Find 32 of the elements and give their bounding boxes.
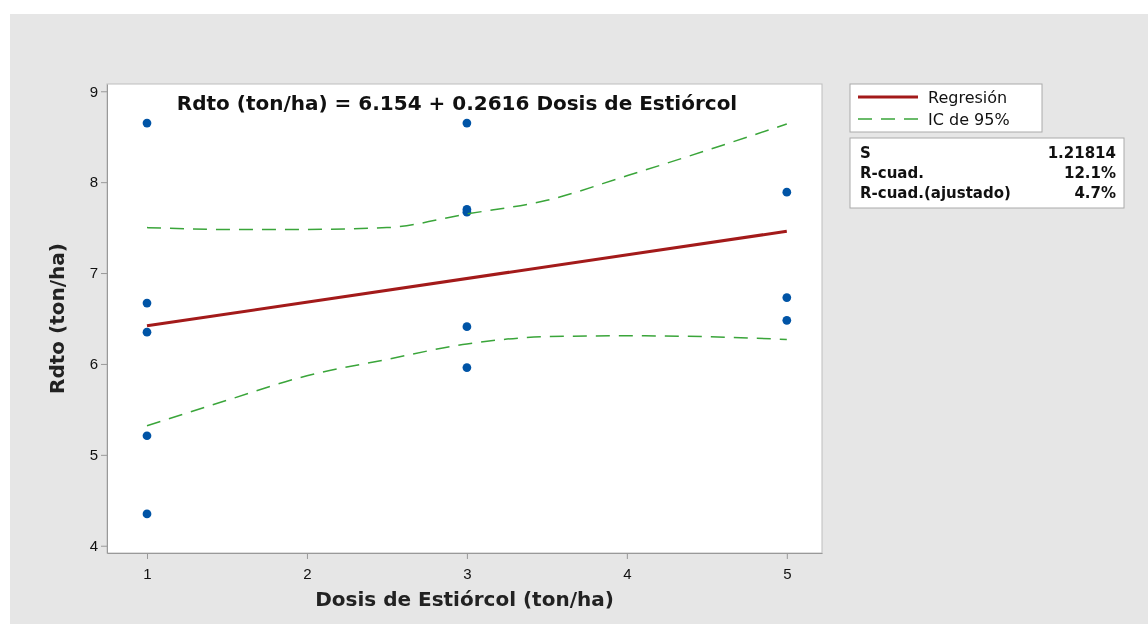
y-tick-label: 8 — [89, 173, 98, 191]
point — [142, 509, 152, 519]
line-series — [146, 123, 788, 231]
point — [462, 322, 472, 332]
y-tick-label: 7 — [89, 264, 98, 282]
x-axis-title: Dosis de Estiórcol (ton/ha) — [315, 587, 614, 611]
point — [782, 187, 792, 197]
text: R-cuad.(ajustado) 4.7% — [860, 184, 1116, 202]
legend-label: IC de 95% — [928, 110, 1010, 129]
point — [142, 298, 152, 308]
point — [142, 118, 152, 128]
y-tick-label: 4 — [89, 537, 98, 555]
x-tick-label: 5 — [783, 564, 792, 582]
x-tick-label: 1 — [143, 564, 152, 582]
point — [142, 327, 152, 337]
x-tick-label: 2 — [303, 564, 312, 582]
text: S 1.21814 — [860, 144, 1116, 162]
y-tick-label: 6 — [89, 355, 98, 373]
point — [462, 118, 472, 128]
x-tick-label: 3 — [463, 564, 472, 582]
legend-label: Regresión — [928, 88, 1008, 107]
text: R-cuad. 12.1% — [860, 164, 1116, 182]
point — [782, 315, 792, 325]
y-tick-label: 5 — [89, 446, 98, 464]
y-axis-title: Rdto (ton/ha) — [45, 243, 69, 394]
point — [142, 431, 152, 441]
chart-title: Rdto (ton/ha) = 6.154 + 0.2616 Dosis de Estiórcol — [176, 91, 738, 115]
point — [782, 293, 792, 302]
x-tick-label: 4 — [623, 564, 632, 582]
y-tick-label: 9 — [89, 82, 98, 100]
line-series — [146, 335, 788, 427]
point — [462, 363, 472, 372]
